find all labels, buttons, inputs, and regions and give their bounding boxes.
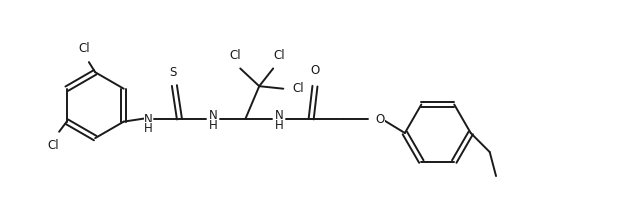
Text: N: N bbox=[275, 109, 284, 122]
Text: Cl: Cl bbox=[47, 139, 59, 152]
Text: H: H bbox=[209, 119, 218, 132]
Text: N: N bbox=[144, 113, 153, 126]
Text: Cl: Cl bbox=[229, 49, 241, 62]
Text: Cl: Cl bbox=[274, 49, 285, 62]
Text: N: N bbox=[209, 109, 218, 122]
Text: O: O bbox=[376, 113, 385, 126]
Text: Cl: Cl bbox=[78, 41, 90, 54]
Text: O: O bbox=[310, 64, 319, 77]
Text: H: H bbox=[275, 119, 284, 132]
Text: Cl: Cl bbox=[292, 82, 304, 95]
Text: S: S bbox=[170, 66, 177, 78]
Text: H: H bbox=[144, 122, 153, 135]
